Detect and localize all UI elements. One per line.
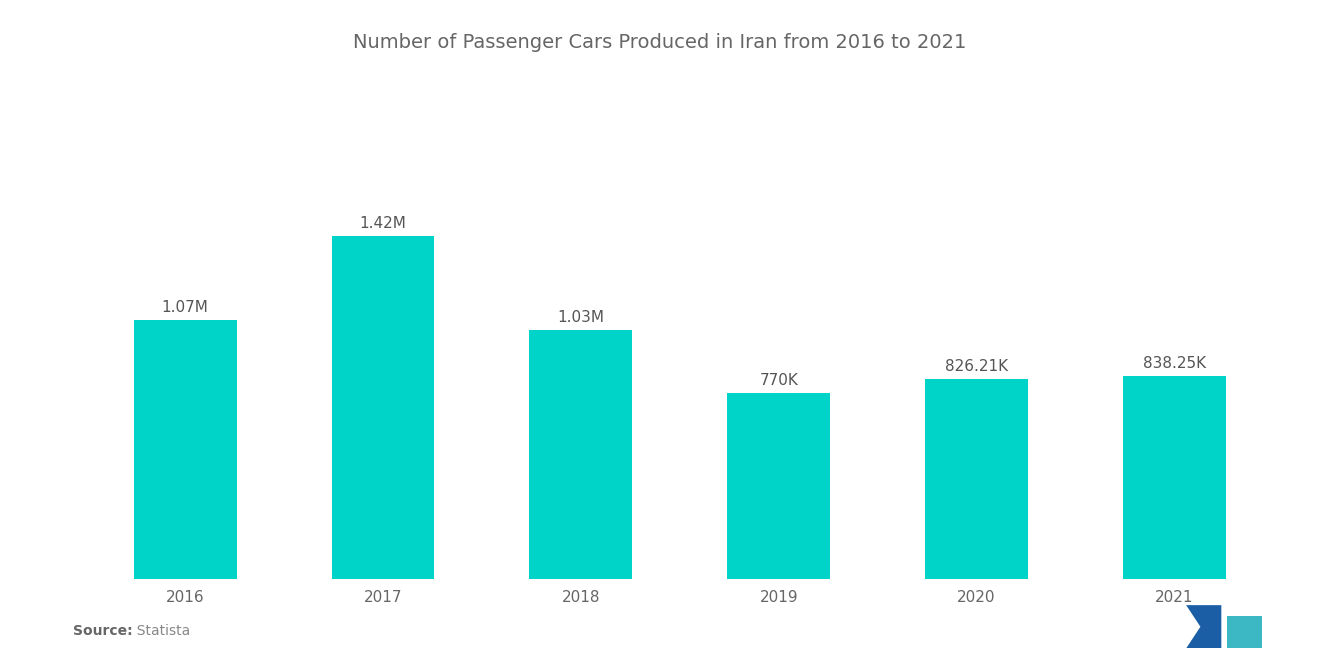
Bar [529, 330, 632, 579]
Text: Statista: Statista [128, 624, 190, 638]
Bar [133, 320, 236, 579]
Polygon shape [1228, 616, 1262, 648]
Bar [727, 392, 830, 579]
Bar [925, 379, 1028, 579]
Text: 826.21K: 826.21K [945, 359, 1008, 374]
Text: 770K: 770K [759, 373, 799, 388]
Text: 1.03M: 1.03M [557, 310, 605, 325]
Bar [331, 235, 434, 579]
Bar [1123, 376, 1226, 579]
Text: Source:: Source: [73, 624, 132, 638]
Text: Number of Passenger Cars Produced in Iran from 2016 to 2021: Number of Passenger Cars Produced in Ira… [354, 33, 966, 53]
Polygon shape [1187, 605, 1221, 648]
Text: 838.25K: 838.25K [1143, 356, 1206, 371]
Text: 1.42M: 1.42M [359, 215, 407, 231]
Text: 1.07M: 1.07M [162, 301, 209, 315]
